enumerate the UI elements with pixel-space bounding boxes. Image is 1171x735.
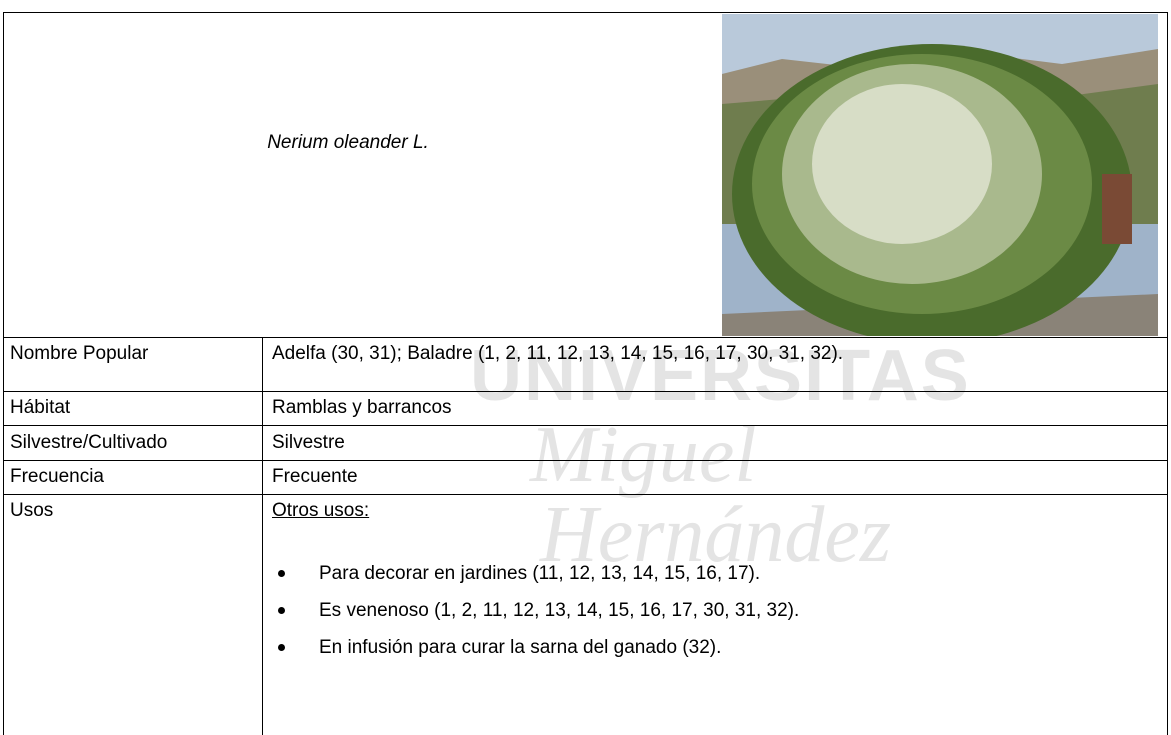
- plant-photo: [722, 14, 1158, 336]
- usos-item: Para decorar en jardines (11, 12, 13, 14…: [272, 555, 799, 592]
- watermark: UNIVERSITAS: [470, 336, 971, 416]
- border: [3, 12, 1168, 13]
- border: [3, 12, 4, 735]
- row-value: Ramblas y barrancos: [272, 397, 452, 418]
- row-value: Adelfa (30, 31); Baladre (1, 2, 11, 12, …: [272, 343, 844, 364]
- border: [3, 460, 1168, 461]
- usos-item: Es venenoso (1, 2, 11, 12, 13, 14, 15, 1…: [272, 592, 799, 629]
- row-label: Usos: [10, 500, 54, 521]
- usos-list: Para decorar en jardines (11, 12, 13, 14…: [272, 555, 799, 666]
- row-value: Silvestre: [272, 432, 345, 453]
- watermark: Miguel: [530, 411, 757, 499]
- border: [3, 391, 1168, 392]
- border: [3, 337, 1168, 338]
- row-label: Nombre Popular: [10, 343, 149, 364]
- usos-heading: Otros usos:: [272, 500, 370, 521]
- row-label: Hábitat: [10, 397, 71, 418]
- row-label: Frecuencia: [10, 466, 104, 487]
- border: [3, 425, 1168, 426]
- border: [3, 494, 1168, 495]
- row-value: Frecuente: [272, 466, 358, 487]
- border: [262, 337, 263, 735]
- border: [1167, 12, 1168, 735]
- row-label: Silvestre/Cultivado: [10, 432, 168, 453]
- usos-item: En infusión para curar la sarna del gana…: [272, 629, 799, 666]
- watermark: Hernández: [540, 491, 892, 579]
- species-name: Nerium oleander L.: [267, 132, 429, 153]
